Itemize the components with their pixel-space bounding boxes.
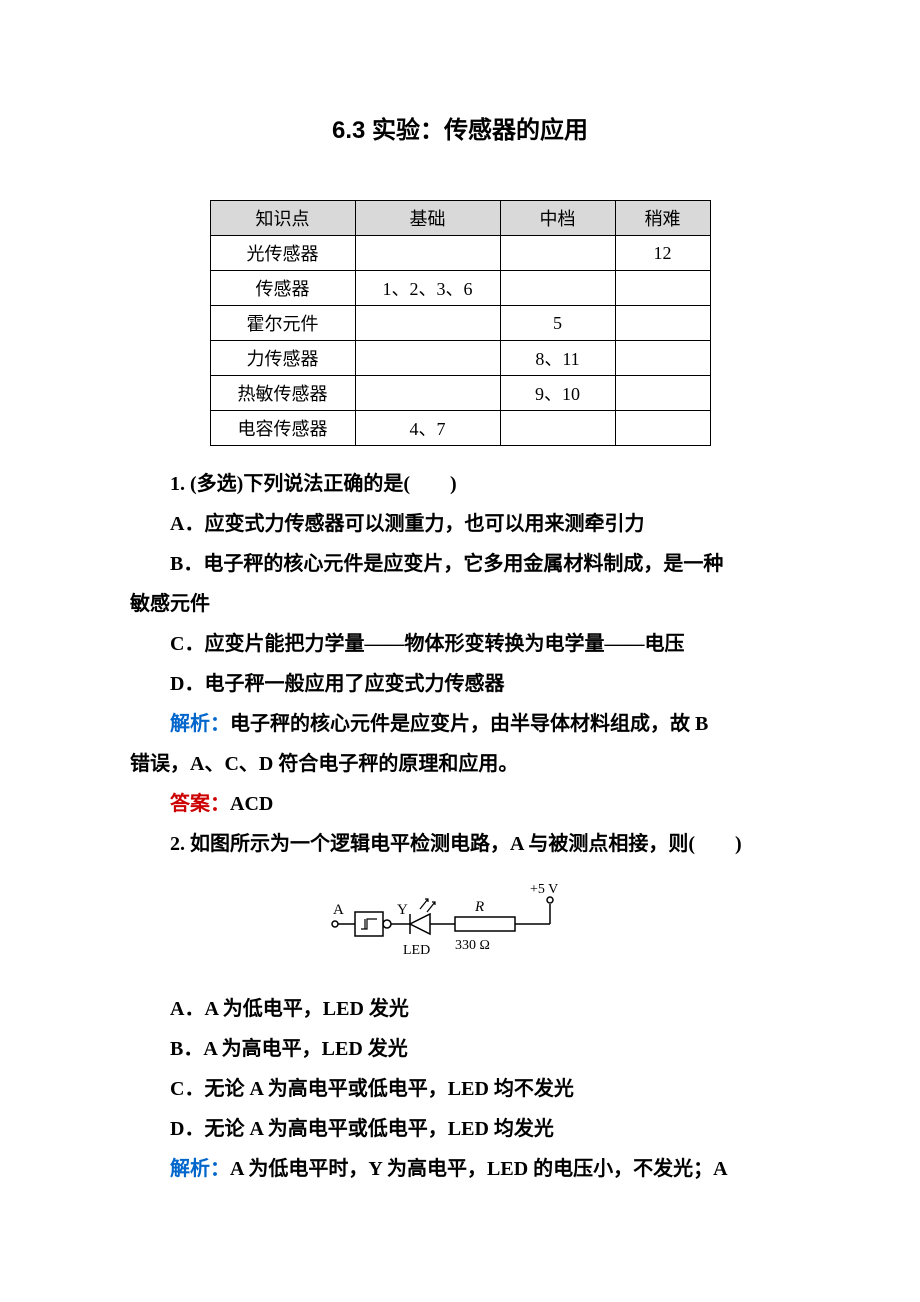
cell-topic: 电容传感器 <box>210 411 355 446</box>
table-row: 光传感器 12 <box>210 236 710 271</box>
cell-basic: 4、7 <box>355 411 500 446</box>
cell-mid <box>500 411 615 446</box>
cell-mid <box>500 236 615 271</box>
cell-basic <box>355 341 500 376</box>
table-row: 热敏传感器 9、10 <box>210 376 710 411</box>
th-hard: 稍难 <box>615 201 710 236</box>
q2-option-c: C．无论 A 为高电平或低电平，LED 均不发光 <box>130 1069 790 1109</box>
th-basic: 基础 <box>355 201 500 236</box>
th-mid: 中档 <box>500 201 615 236</box>
label-y: Y <box>397 902 408 918</box>
cell-basic: 1、2、3、6 <box>355 271 500 306</box>
led-arrow-icon <box>420 899 428 909</box>
q1-option-b-line1: B．电子秤的核心元件是应变片，它多用金属材料制成，是一种 <box>130 544 790 584</box>
q2-stem: 2. 如图所示为一个逻辑电平检测电路，A 与被测点相接，则( ) <box>130 824 790 864</box>
cell-hard <box>615 306 710 341</box>
not-bubble-icon <box>383 920 391 928</box>
q1-analysis-line2: 错误，A、C、D 符合电子秤的原理和应用。 <box>130 744 790 784</box>
cell-topic: 光传感器 <box>210 236 355 271</box>
cell-hard <box>615 376 710 411</box>
cell-hard <box>615 271 710 306</box>
circuit-diagram: A Y LED R 330 Ω +5 V <box>130 879 790 969</box>
analysis-label: 解析： <box>170 713 230 735</box>
knowledge-matrix-table: 知识点 基础 中档 稍难 光传感器 12 传感器 1、2、3、6 霍尔元件 5 … <box>210 200 711 446</box>
cell-hard <box>615 411 710 446</box>
q1-stem: 1. (多选)下列说法正确的是( ) <box>130 464 790 504</box>
label-a: A <box>333 902 344 918</box>
analysis-label: 解析： <box>170 1158 230 1180</box>
table-row: 电容传感器 4、7 <box>210 411 710 446</box>
cell-mid: 9、10 <box>500 376 615 411</box>
cell-topic: 力传感器 <box>210 341 355 376</box>
led-arrow-icon <box>427 902 435 912</box>
q2-option-b: B．A 为高电平，LED 发光 <box>130 1029 790 1069</box>
answer-label: 答案： <box>170 793 230 815</box>
q1-option-a: A．应变式力传感器可以测重力，也可以用来测牵引力 <box>130 504 790 544</box>
q2-option-d: D．无论 A 为高电平或低电平，LED 均发光 <box>130 1109 790 1149</box>
cell-basic <box>355 376 500 411</box>
cell-mid: 8、11 <box>500 341 615 376</box>
label-led: LED <box>403 943 430 958</box>
q1-option-d: D．电子秤一般应用了应变式力传感器 <box>130 664 790 704</box>
cell-mid <box>500 271 615 306</box>
q2-option-a: A．A 为低电平，LED 发光 <box>130 989 790 1029</box>
q2-analysis-line1: 解析：A 为低电平时，Y 为高电平，LED 的电压小，不发光；A <box>130 1149 790 1189</box>
circuit-svg: A Y LED R 330 Ω +5 V <box>325 879 595 964</box>
table-row: 霍尔元件 5 <box>210 306 710 341</box>
schmitt-icon <box>361 919 377 929</box>
q1-answer: 答案：ACD <box>130 784 790 824</box>
cell-basic <box>355 306 500 341</box>
table-header-row: 知识点 基础 中档 稍难 <box>210 201 710 236</box>
cell-basic <box>355 236 500 271</box>
cell-topic: 霍尔元件 <box>210 306 355 341</box>
label-r-value: 330 Ω <box>455 938 490 953</box>
terminal-vcc-icon <box>547 897 553 903</box>
cell-topic: 传感器 <box>210 271 355 306</box>
resistor-icon <box>455 917 515 931</box>
led-triangle-icon <box>410 914 430 934</box>
th-topic: 知识点 <box>210 201 355 236</box>
cell-mid: 5 <box>500 306 615 341</box>
page-title: 6.3 实验：传感器的应用 <box>130 110 790 145</box>
table-row: 力传感器 8、11 <box>210 341 710 376</box>
label-voltage: +5 V <box>530 882 558 897</box>
cell-hard: 12 <box>615 236 710 271</box>
q1-option-c: C．应变片能把力学量——物体形变转换为电学量——电压 <box>130 624 790 664</box>
cell-hard <box>615 341 710 376</box>
q1-analysis-text-line1: 电子秤的核心元件是应变片，由半导体材料组成，故 B <box>230 713 708 735</box>
cell-topic: 热敏传感器 <box>210 376 355 411</box>
q1-analysis-line1: 解析：电子秤的核心元件是应变片，由半导体材料组成，故 B <box>130 704 790 744</box>
q2-analysis-text-line1: A 为低电平时，Y 为高电平，LED 的电压小，不发光；A <box>230 1158 728 1180</box>
q1-answer-text: ACD <box>230 793 273 815</box>
not-gate-icon <box>355 912 383 936</box>
label-r: R <box>474 899 484 915</box>
table-row: 传感器 1、2、3、6 <box>210 271 710 306</box>
terminal-a-icon <box>332 921 338 927</box>
q1-option-b-line2: 敏感元件 <box>130 584 790 624</box>
